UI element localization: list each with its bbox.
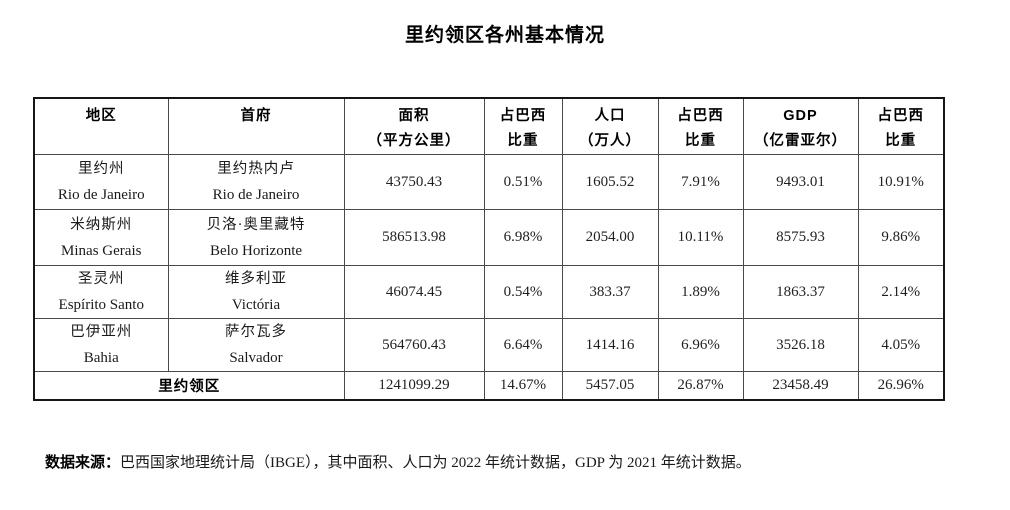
page-title: 里约领区各州基本情况 (404, 25, 605, 46)
data-source-note: 数据来源：巴西国家地理统计局（IBGE），其中面积、人口为 2022 年统计数据… (45, 452, 751, 474)
total-row-label: 里约领区 (33, 371, 345, 400)
header-gdp-share: 占巴西 比重 (857, 97, 945, 155)
capital-name-cn: 贝洛·奥里藏特 (206, 216, 306, 233)
total-area-share: 14.67% (483, 371, 563, 400)
states-table: 地区 首府 面积 （平方公里） 占巴西 比重 人口 （万人） 占巴西 比重 (33, 97, 945, 401)
cell-area-share: 6.64% (483, 318, 563, 372)
table-header-row: 地区 首府 面积 （平方公里） 占巴西 比重 人口 （万人） 占巴西 比重 (33, 97, 945, 155)
header-area: 面积 （平方公里） (343, 97, 485, 155)
cell-population-share: 1.89% (657, 265, 744, 319)
total-population: 5457.05 (561, 371, 659, 400)
cell-area: 564760.43 (343, 318, 485, 372)
header-gdp-label: GDP (783, 108, 818, 124)
cell-gdp-share: 4.05% (857, 318, 945, 372)
header-population-label: 人口 (594, 108, 626, 124)
cell-population: 1414.16 (561, 318, 659, 372)
cell-area: 586513.98 (343, 209, 485, 266)
header-population-unit: （万人） (579, 133, 641, 149)
header-area-unit: （平方公里） (367, 133, 461, 149)
header-region: 地区 (33, 97, 169, 155)
table-row: 米纳斯州 Minas Gerais 贝洛·奥里藏特 Belo Horizonte… (33, 209, 945, 266)
cell-population: 383.37 (561, 265, 659, 319)
table-total-row: 里约领区 1241099.29 14.67% 5457.05 26.87% 23… (33, 371, 945, 400)
capital-name-cn: 里约热内卢 (217, 161, 295, 177)
table-row: 巴伊亚州 Bahia 萨尔瓦多 Salvador 564760.43 6.64%… (33, 318, 945, 372)
cell-region: 巴伊亚州 Bahia (33, 318, 169, 372)
cell-region: 圣灵州 Espírito Santo (33, 265, 169, 319)
capital-name-en: Belo Horizonte (209, 242, 303, 259)
header-capital: 首府 (167, 97, 345, 155)
capital-name-cn: 萨尔瓦多 (225, 324, 287, 340)
header-population: 人口 （万人） (561, 97, 659, 155)
header-gdp: GDP （亿雷亚尔） (742, 97, 859, 155)
cell-region: 米纳斯州 Minas Gerais (33, 209, 169, 266)
header-region-label: 地区 (85, 108, 117, 124)
cell-population-share: 10.11% (657, 209, 744, 266)
total-population-share: 26.87% (657, 371, 744, 400)
total-gdp: 23458.49 (742, 371, 859, 400)
cell-population-share: 7.91% (657, 154, 744, 210)
data-source-label: 数据来源： (45, 454, 121, 471)
header-population-share: 占巴西 比重 (657, 97, 744, 155)
total-gdp-share: 26.96% (857, 371, 945, 400)
capital-name-en: Victória (231, 297, 281, 313)
region-name-en: Rio de Janeiro (57, 187, 145, 203)
header-area-share: 占巴西 比重 (483, 97, 563, 155)
region-name-cn: 里约州 (78, 161, 125, 177)
region-name-cn: 米纳斯州 (70, 216, 133, 233)
capital-name-cn: 维多利亚 (225, 271, 287, 287)
cell-gdp-share: 9.86% (857, 209, 945, 266)
cell-area-share: 0.54% (483, 265, 563, 319)
cell-area: 46074.45 (343, 265, 485, 319)
cell-population: 1605.52 (561, 154, 659, 210)
region-name-en: Espírito Santo (58, 297, 144, 313)
cell-capital: 萨尔瓦多 Salvador (167, 318, 345, 372)
cell-population: 2054.00 (561, 209, 659, 266)
cell-population-share: 6.96% (657, 318, 744, 372)
header-area-label: 面积 (398, 108, 430, 124)
capital-name-en: Salvador (229, 350, 283, 366)
cell-region: 里约州 Rio de Janeiro (33, 154, 169, 210)
cell-area-share: 0.51% (483, 154, 563, 210)
cell-area-share: 6.98% (483, 209, 563, 266)
total-area: 1241099.29 (343, 371, 485, 400)
region-name-cn: 圣灵州 (78, 271, 125, 287)
table-row: 里约州 Rio de Janeiro 里约热内卢 Rio de Janeiro … (33, 154, 945, 210)
cell-capital: 贝洛·奥里藏特 Belo Horizonte (167, 209, 345, 266)
cell-capital: 里约热内卢 Rio de Janeiro (167, 154, 345, 210)
cell-gdp-share: 10.91% (857, 154, 945, 210)
cell-gdp: 8575.93 (742, 209, 859, 266)
data-source-text: 巴西国家地理统计局（IBGE），其中面积、人口为 2022 年统计数据，GDP … (120, 455, 751, 471)
region-name-en: Bahia (83, 350, 119, 366)
cell-area: 43750.43 (343, 154, 485, 210)
cell-gdp: 1863.37 (742, 265, 859, 319)
cell-gdp: 9493.01 (742, 154, 859, 210)
cell-capital: 维多利亚 Victória (167, 265, 345, 319)
header-capital-label: 首府 (240, 108, 272, 124)
region-name-cn: 巴伊亚州 (70, 324, 133, 340)
capital-name-en: Rio de Janeiro (212, 187, 300, 203)
region-name-en: Minas Gerais (61, 242, 142, 259)
cell-gdp: 3526.18 (742, 318, 859, 372)
cell-gdp-share: 2.14% (857, 265, 945, 319)
table-row: 圣灵州 Espírito Santo 维多利亚 Victória 46074.4… (33, 265, 945, 319)
header-gdp-unit: （亿雷亚尔） (754, 133, 847, 149)
